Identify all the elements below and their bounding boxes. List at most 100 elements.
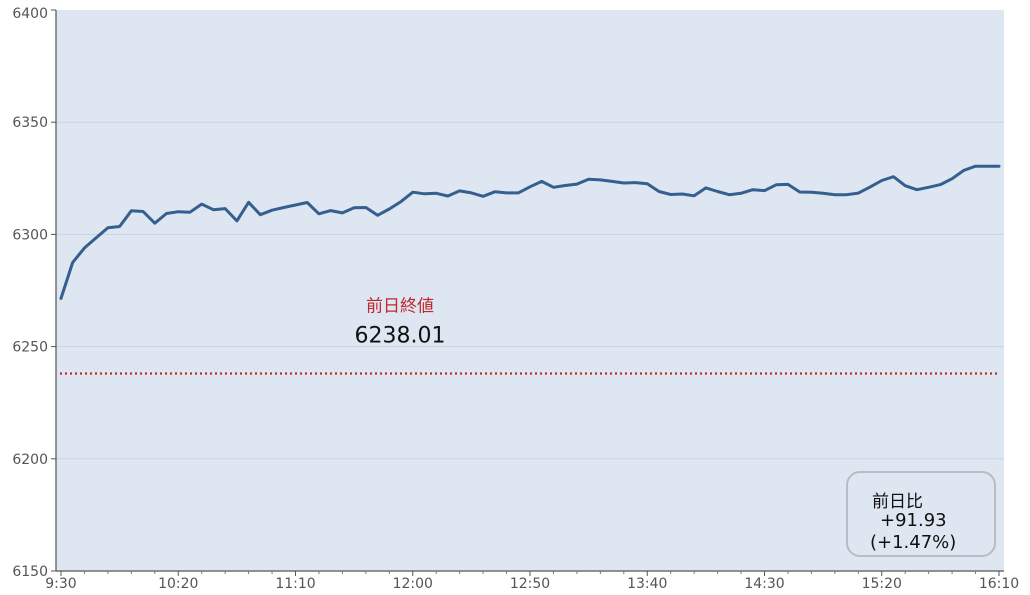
data-point — [576, 183, 578, 185]
data-point — [529, 186, 531, 188]
data-point — [505, 192, 508, 194]
data-point — [834, 193, 836, 196]
data-point — [118, 225, 121, 228]
data-point — [740, 192, 742, 195]
data-point — [365, 206, 367, 209]
data-point — [869, 186, 871, 188]
data-point — [540, 180, 543, 183]
data-point — [728, 193, 731, 196]
data-point — [130, 210, 133, 212]
data-point — [353, 206, 355, 209]
data-point — [259, 213, 262, 216]
x-axis: 9:30 10:20 11:10 12:00 12:50 13:40 14:30 15:20 1… — [45, 570, 1019, 592]
data-point — [83, 247, 86, 249]
y-tick-label: 6350 — [12, 115, 48, 131]
data-point — [822, 192, 824, 195]
data-point — [587, 178, 590, 180]
data-point — [458, 190, 461, 192]
data-point — [963, 169, 965, 172]
x-tick-label: 11:10 — [275, 576, 315, 592]
x-tick-label: 9:30 — [45, 576, 76, 592]
data-point — [236, 220, 238, 222]
y-tick-label: 6400 — [12, 6, 48, 22]
x-tick-label: 13:40 — [627, 576, 667, 592]
data-point — [470, 192, 473, 194]
data-point — [189, 211, 191, 213]
data-point — [212, 208, 215, 211]
data-point — [669, 193, 672, 196]
data-point — [447, 195, 449, 197]
data-point — [986, 165, 989, 167]
data-point — [306, 201, 309, 204]
series-points — [60, 165, 1000, 300]
data-point — [763, 189, 766, 192]
data-point — [611, 180, 613, 183]
data-point — [165, 212, 168, 215]
data-point — [282, 206, 285, 209]
change-value: +91.93 — [880, 510, 947, 531]
data-point — [916, 188, 918, 191]
data-point — [154, 222, 156, 224]
data-point — [435, 192, 438, 195]
y-tick-label: 6250 — [12, 340, 48, 356]
data-point — [716, 190, 719, 193]
x-tick-label: 14:30 — [744, 576, 784, 592]
data-point — [599, 179, 602, 181]
data-point — [904, 184, 906, 187]
data-point — [177, 210, 180, 213]
data-point — [810, 191, 813, 194]
previous-close-label: 前日終値 — [366, 297, 434, 317]
y-tick-label: 6200 — [12, 452, 48, 468]
y-axis: 6400 6350 6300 6250 6200 6150 — [12, 6, 57, 580]
x-tick-label: 16:10 — [979, 576, 1019, 592]
x-tick-label: 15:20 — [862, 576, 902, 592]
x-tick-label: 12:50 — [510, 576, 550, 592]
data-point — [247, 201, 250, 204]
data-point — [142, 210, 144, 213]
data-point — [71, 261, 74, 264]
data-point — [892, 175, 895, 178]
data-point — [224, 207, 226, 210]
data-point — [517, 192, 520, 194]
x-tick-label: 10:20 — [158, 576, 198, 592]
data-point — [60, 297, 62, 300]
data-point — [388, 208, 391, 210]
data-point — [634, 181, 637, 184]
data-point — [845, 193, 848, 196]
change-label: 前日比 — [872, 492, 923, 512]
data-point — [400, 200, 402, 203]
grid-lines — [56, 121, 1004, 460]
data-point — [939, 183, 942, 186]
data-point — [376, 214, 379, 217]
data-point — [857, 192, 860, 194]
previous-close-value: 6238.01 — [355, 324, 446, 349]
data-point — [318, 212, 320, 215]
data-point — [494, 190, 496, 193]
data-point — [646, 182, 649, 185]
data-point — [951, 177, 953, 180]
data-point — [329, 209, 332, 212]
data-point — [95, 236, 97, 239]
plot-area — [56, 10, 1004, 571]
data-point — [552, 186, 555, 189]
data-point — [974, 165, 977, 167]
data-point — [623, 182, 625, 184]
data-point — [787, 183, 789, 186]
data-point — [200, 203, 203, 205]
data-point — [798, 191, 801, 193]
data-point — [775, 184, 778, 186]
data-point — [411, 191, 414, 194]
x-tick-label: 12:00 — [393, 576, 433, 592]
data-point — [681, 193, 684, 195]
data-point — [693, 195, 695, 197]
data-point — [271, 209, 273, 211]
data-point — [751, 188, 754, 191]
change-box: 前日比 +91.93 (+1.47%) — [846, 471, 996, 557]
data-point — [998, 165, 1000, 167]
data-point — [294, 204, 297, 206]
data-point — [107, 226, 109, 229]
data-point — [880, 179, 883, 182]
data-point — [658, 190, 660, 193]
y-tick-label: 6300 — [12, 227, 48, 243]
